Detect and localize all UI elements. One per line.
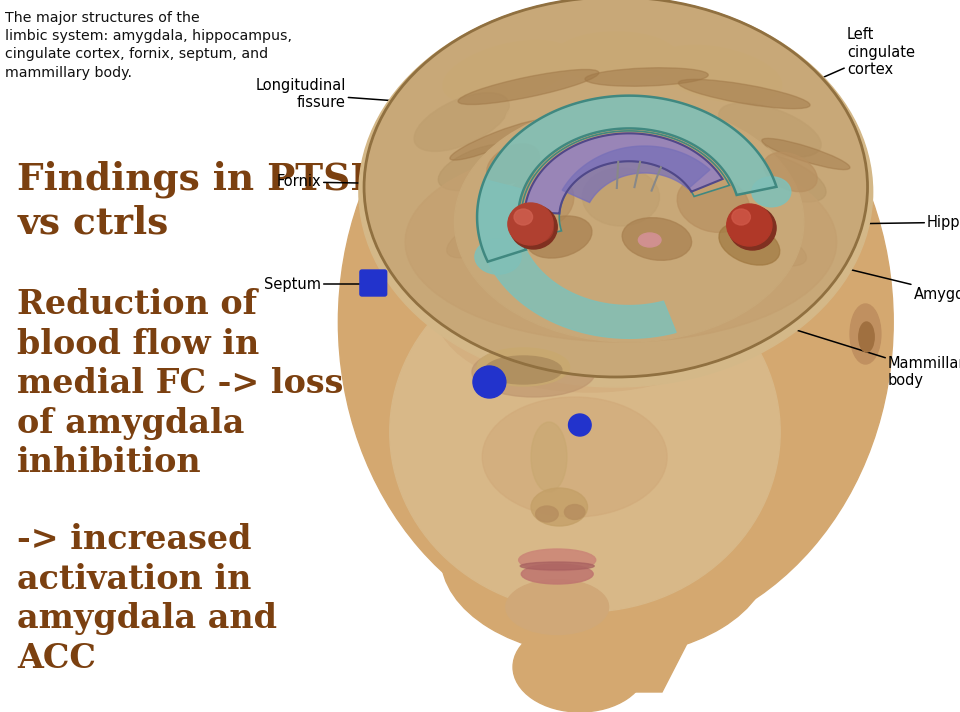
Text: Right
cingulate
cortex: Right cingulate cortex xyxy=(626,0,694,67)
Ellipse shape xyxy=(549,125,661,144)
Ellipse shape xyxy=(564,505,585,520)
Text: Reduction of
blood flow in
medial FC -> loss
of amygdala
inhibition: Reduction of blood flow in medial FC -> … xyxy=(17,288,344,479)
Ellipse shape xyxy=(834,287,891,377)
Text: Longitudinal
fissure: Longitudinal fissure xyxy=(255,78,578,114)
Ellipse shape xyxy=(513,622,647,712)
Polygon shape xyxy=(477,95,777,262)
Ellipse shape xyxy=(611,90,724,137)
Ellipse shape xyxy=(656,46,781,103)
Ellipse shape xyxy=(487,191,570,234)
Ellipse shape xyxy=(686,194,771,234)
Ellipse shape xyxy=(510,205,557,249)
Ellipse shape xyxy=(679,79,810,109)
Ellipse shape xyxy=(554,32,678,82)
Ellipse shape xyxy=(764,152,817,192)
Ellipse shape xyxy=(524,216,553,242)
FancyBboxPatch shape xyxy=(360,270,387,296)
Polygon shape xyxy=(549,612,693,692)
Ellipse shape xyxy=(506,87,623,137)
Ellipse shape xyxy=(523,139,626,182)
Ellipse shape xyxy=(514,209,533,225)
Polygon shape xyxy=(524,133,723,214)
Ellipse shape xyxy=(752,177,791,206)
Ellipse shape xyxy=(585,188,678,226)
Ellipse shape xyxy=(454,102,804,342)
Ellipse shape xyxy=(364,0,868,377)
Ellipse shape xyxy=(443,41,573,103)
Ellipse shape xyxy=(446,216,517,258)
Ellipse shape xyxy=(527,216,592,258)
Ellipse shape xyxy=(637,224,717,256)
Text: Mammillary
body: Mammillary body xyxy=(755,317,960,388)
Ellipse shape xyxy=(733,228,806,266)
Ellipse shape xyxy=(536,506,559,522)
Text: Left
cingulate
cortex: Left cingulate cortex xyxy=(744,27,915,112)
Ellipse shape xyxy=(638,233,661,247)
Ellipse shape xyxy=(762,138,850,169)
Circle shape xyxy=(473,366,506,398)
Ellipse shape xyxy=(472,347,595,397)
Text: The major structures of the
limbic system: amygdala, hippocampus,
cingulate cort: The major structures of the limbic syste… xyxy=(5,11,292,80)
Polygon shape xyxy=(521,131,730,239)
Ellipse shape xyxy=(508,203,553,245)
Ellipse shape xyxy=(727,204,772,246)
Ellipse shape xyxy=(531,422,567,492)
Ellipse shape xyxy=(359,0,873,387)
Ellipse shape xyxy=(477,348,569,386)
Ellipse shape xyxy=(719,103,821,157)
Ellipse shape xyxy=(520,562,594,570)
Ellipse shape xyxy=(485,356,562,384)
Ellipse shape xyxy=(859,322,875,352)
Ellipse shape xyxy=(475,239,521,274)
Ellipse shape xyxy=(521,564,593,584)
Ellipse shape xyxy=(734,152,826,202)
Ellipse shape xyxy=(390,252,780,612)
Text: Amygdala: Amygdala xyxy=(770,250,960,301)
Ellipse shape xyxy=(441,457,770,657)
Ellipse shape xyxy=(487,144,540,184)
Ellipse shape xyxy=(850,304,881,364)
Ellipse shape xyxy=(583,168,660,226)
Ellipse shape xyxy=(504,174,574,231)
Ellipse shape xyxy=(338,2,893,642)
Text: -> increased
activation in
amygdala and
ACC: -> increased activation in amygdala and … xyxy=(17,523,277,675)
Ellipse shape xyxy=(635,143,731,185)
Ellipse shape xyxy=(729,206,776,250)
Ellipse shape xyxy=(732,209,751,225)
Ellipse shape xyxy=(677,176,750,232)
Polygon shape xyxy=(477,179,676,338)
Ellipse shape xyxy=(540,220,620,254)
Ellipse shape xyxy=(414,93,509,152)
Ellipse shape xyxy=(482,397,667,517)
Ellipse shape xyxy=(439,143,526,191)
Ellipse shape xyxy=(506,580,609,634)
Text: Fornix: Fornix xyxy=(276,174,479,189)
Ellipse shape xyxy=(531,488,588,526)
Ellipse shape xyxy=(585,68,708,86)
Circle shape xyxy=(568,414,591,436)
Text: Findings in PTSD
vs ctrls: Findings in PTSD vs ctrls xyxy=(17,160,383,242)
Ellipse shape xyxy=(518,549,596,571)
Polygon shape xyxy=(563,146,710,202)
Ellipse shape xyxy=(622,218,691,261)
Ellipse shape xyxy=(660,132,767,152)
Text: Hippocampu: Hippocampu xyxy=(770,214,960,229)
Ellipse shape xyxy=(719,223,780,265)
Ellipse shape xyxy=(450,120,545,160)
Ellipse shape xyxy=(436,232,744,392)
Text: Septum: Septum xyxy=(264,276,374,291)
Ellipse shape xyxy=(405,142,837,342)
Ellipse shape xyxy=(458,70,599,105)
